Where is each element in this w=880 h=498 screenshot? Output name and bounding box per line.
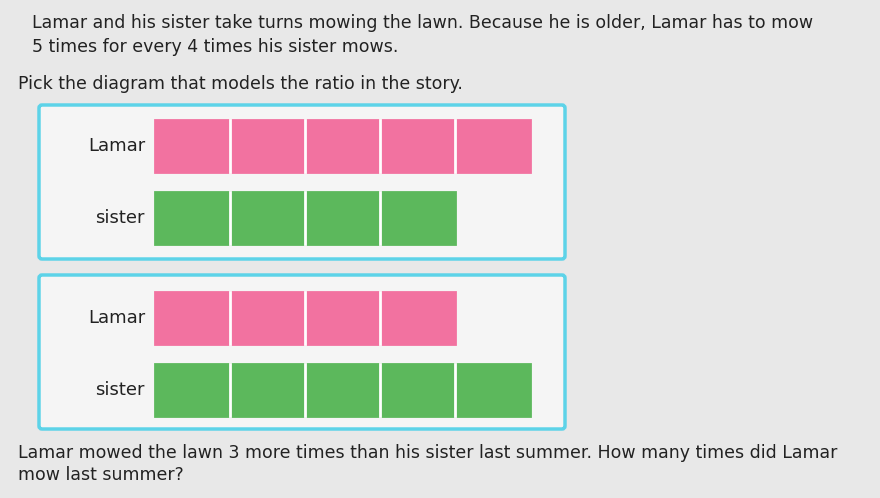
FancyBboxPatch shape xyxy=(39,275,565,429)
Text: Pick the diagram that models the ratio in the story.: Pick the diagram that models the ratio i… xyxy=(18,75,463,93)
Bar xyxy=(155,120,530,172)
Bar xyxy=(230,120,305,172)
Bar xyxy=(305,192,380,244)
Bar xyxy=(455,120,530,172)
Bar xyxy=(230,292,305,344)
Text: 5 times for every 4 times his sister mows.: 5 times for every 4 times his sister mow… xyxy=(32,38,399,56)
FancyBboxPatch shape xyxy=(39,105,565,259)
Bar xyxy=(380,292,455,344)
Bar xyxy=(305,292,380,344)
Bar xyxy=(230,364,305,416)
Bar xyxy=(305,120,380,172)
Bar xyxy=(230,192,305,244)
Text: mow last summer?: mow last summer? xyxy=(18,466,184,484)
Bar xyxy=(455,364,530,416)
Bar xyxy=(155,192,230,244)
Bar xyxy=(380,192,455,244)
Bar xyxy=(155,192,455,244)
Bar xyxy=(380,120,455,172)
Bar xyxy=(380,364,455,416)
Text: Lamar mowed the lawn 3 more times than his sister last summer. How many times di: Lamar mowed the lawn 3 more times than h… xyxy=(18,444,838,462)
Bar xyxy=(155,364,530,416)
Text: Lamar and his sister take turns mowing the lawn. Because he is older, Lamar has : Lamar and his sister take turns mowing t… xyxy=(32,14,813,32)
Text: Lamar: Lamar xyxy=(88,309,145,327)
Text: Lamar: Lamar xyxy=(88,137,145,155)
Bar xyxy=(155,120,230,172)
Bar xyxy=(155,364,230,416)
Text: sister: sister xyxy=(96,381,145,399)
Bar xyxy=(155,292,455,344)
Text: sister: sister xyxy=(96,209,145,227)
Bar xyxy=(305,364,380,416)
Bar xyxy=(155,292,230,344)
